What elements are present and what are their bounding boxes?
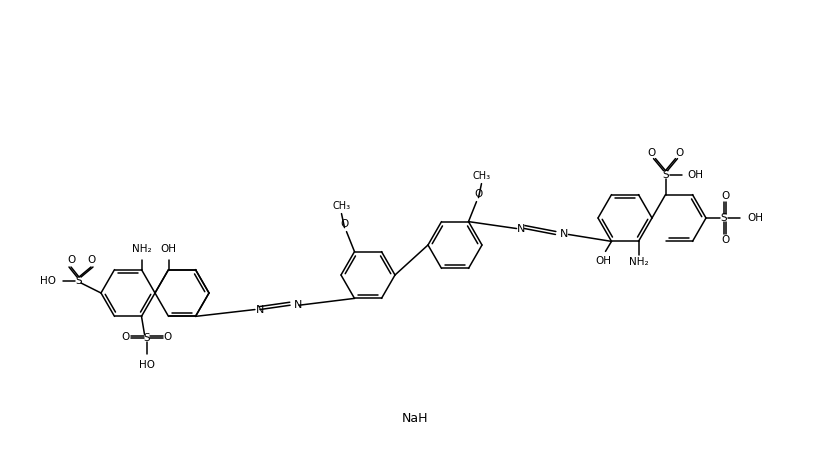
Text: HO: HO	[138, 360, 155, 370]
Text: N: N	[560, 230, 568, 239]
Text: NaH: NaH	[402, 412, 428, 425]
Text: N: N	[255, 305, 264, 314]
Text: O: O	[676, 148, 684, 157]
Text: OH: OH	[687, 169, 704, 180]
Text: N: N	[518, 224, 526, 233]
Text: O: O	[647, 148, 656, 157]
Text: O: O	[163, 332, 171, 342]
Text: CH₃: CH₃	[333, 200, 350, 211]
Text: OH: OH	[596, 257, 612, 266]
Text: O: O	[87, 255, 95, 265]
Text: NH₂: NH₂	[131, 244, 151, 254]
Text: O: O	[721, 191, 729, 201]
Text: S: S	[662, 169, 669, 180]
Text: O: O	[474, 188, 483, 199]
Text: O: O	[340, 219, 349, 229]
Text: O: O	[121, 332, 130, 342]
Text: OH: OH	[747, 213, 763, 223]
Text: HO: HO	[40, 276, 56, 286]
Text: N: N	[294, 300, 302, 310]
Text: O: O	[721, 235, 729, 245]
Text: S: S	[143, 333, 150, 344]
Text: NH₂: NH₂	[629, 257, 648, 268]
Text: S: S	[721, 213, 727, 223]
Text: S: S	[76, 276, 82, 286]
Text: OH: OH	[161, 244, 176, 254]
Text: O: O	[67, 255, 75, 265]
Text: CH₃: CH₃	[473, 171, 491, 181]
